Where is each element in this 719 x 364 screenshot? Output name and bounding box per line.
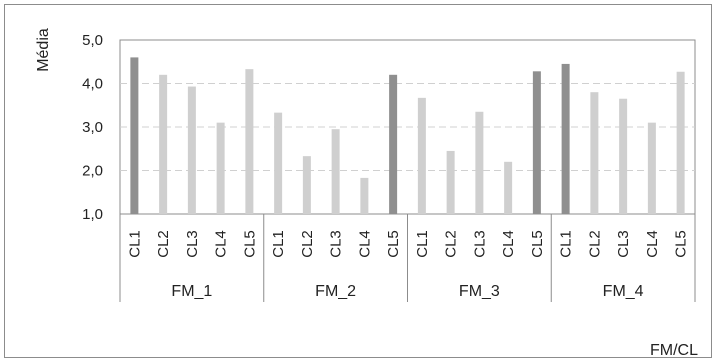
category-label: CL5: [385, 230, 402, 258]
y-tick-label: 3,0: [82, 119, 103, 136]
bar-fm_2-cl3: [331, 129, 340, 214]
y-tick-label: 5,0: [82, 32, 103, 49]
category-label: CL1: [414, 230, 431, 258]
y-axis-title: Média: [35, 28, 52, 72]
bar-fm_1-cl5: [245, 69, 254, 215]
y-tick-label: 4,0: [82, 76, 103, 93]
bar-fm_4-cl5: [676, 71, 685, 214]
y-tick-labels: 1,0 2,0 3,0 4,0 5,0: [82, 32, 103, 223]
bar-fm_1-cl4: [216, 122, 225, 214]
category-labels: CL1 CL2 CL3 CL4 CL5 CL1 CL2 CL3 CL4 CL5 CL1 CL2 CL3 C…: [126, 230, 689, 258]
y-tick-label: 1,0: [82, 206, 103, 223]
bar-fm_2-cl2: [302, 156, 311, 214]
bar-fm_3-cl4: [504, 161, 513, 214]
category-label: CL3: [615, 230, 632, 258]
bar-fm_3-cl2: [446, 150, 455, 214]
bars: [130, 57, 685, 215]
category-label: CL3: [471, 230, 488, 258]
category-label: CL4: [356, 230, 373, 258]
bar-fm_1-cl3: [187, 86, 196, 214]
category-label: CL3: [184, 230, 201, 258]
category-label: CL2: [443, 230, 460, 258]
y-tick-label: 2,0: [82, 163, 103, 180]
group-labels: FM_1 FM_2 FM_3 FM_4: [119, 214, 696, 302]
bar-fm_2-cl4: [360, 177, 369, 214]
category-label: CL5: [529, 230, 546, 258]
group-label-fm_4: FM_4: [603, 283, 644, 300]
category-label: CL5: [673, 230, 690, 258]
category-label: CL1: [270, 230, 287, 258]
bar-fm_4-cl3: [619, 98, 628, 214]
category-label: CL1: [558, 230, 575, 258]
bar-fm_1-cl2: [159, 74, 168, 214]
category-label: CL4: [500, 230, 517, 258]
category-label: CL5: [241, 230, 258, 258]
bar-fm_3-cl1: [417, 97, 426, 214]
group-label-fm_2: FM_2: [315, 283, 356, 300]
category-label: CL2: [155, 230, 172, 258]
bar-fm_3-cl3: [475, 111, 484, 214]
group-label-fm_3: FM_3: [459, 283, 500, 300]
category-label: CL3: [328, 230, 345, 258]
category-label: CL2: [299, 230, 316, 258]
group-label-fm_1: FM_1: [171, 283, 212, 300]
bar-fm_2-cl1: [274, 112, 283, 214]
category-label: CL4: [644, 230, 661, 258]
gridlines: [120, 83, 695, 171]
bar-fm_2-cl5: [389, 74, 398, 214]
bar-fm_4-cl2: [590, 92, 599, 214]
bar-fm_4-cl4: [647, 122, 656, 214]
bar-fm_4-cl1: [561, 63, 570, 214]
category-label: CL4: [213, 230, 230, 258]
category-label: CL1: [126, 230, 143, 258]
x-axis-title: FM/CL: [650, 342, 698, 359]
bar-fm_3-cl5: [532, 71, 541, 214]
category-label: CL2: [586, 230, 603, 258]
bar-fm_1-cl1: [130, 57, 139, 215]
